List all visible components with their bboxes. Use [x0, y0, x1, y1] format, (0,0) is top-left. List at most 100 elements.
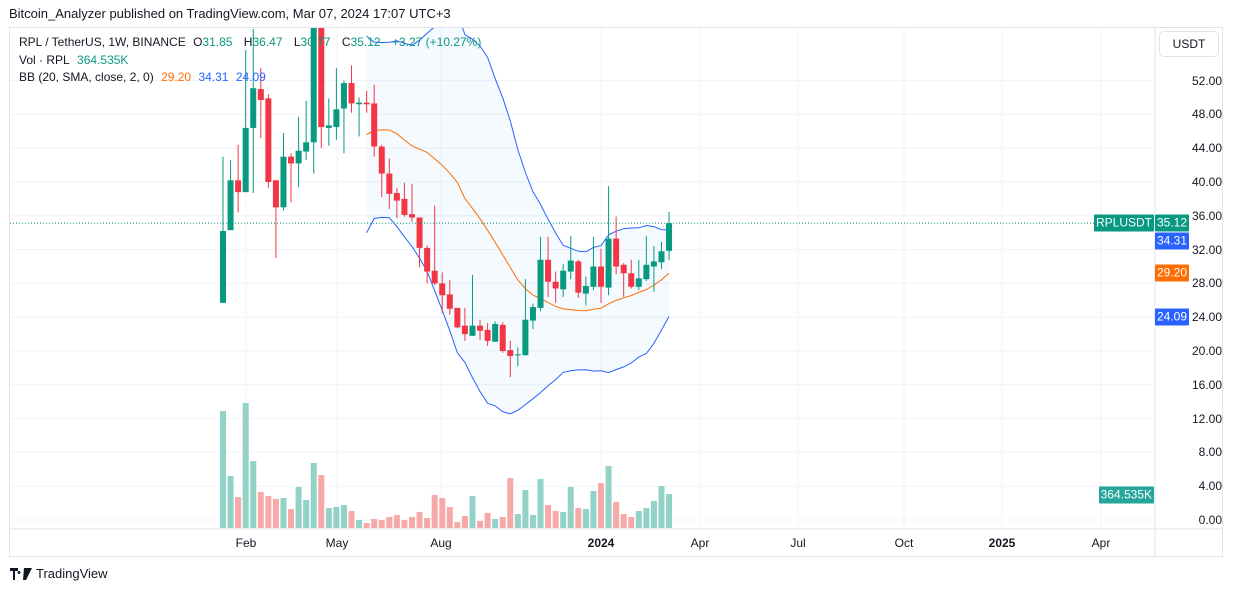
bb-basis-line	[366, 129, 670, 312]
volume-bar	[628, 516, 635, 528]
volume-bar	[537, 479, 544, 528]
candle	[613, 216, 620, 275]
candle-body	[658, 251, 665, 263]
volume-bar	[295, 486, 302, 528]
candle	[461, 307, 468, 341]
candle-body	[575, 261, 582, 293]
volume-bar	[514, 514, 521, 528]
candle	[235, 144, 242, 213]
volume-bar	[461, 515, 468, 528]
volume-bar	[220, 411, 226, 528]
chart-frame	[9, 27, 1223, 557]
candle-body	[272, 180, 279, 208]
price-tick: 12.00	[1191, 411, 1222, 426]
candle-body	[325, 125, 332, 128]
bb-basis-value: 29.20	[161, 70, 192, 84]
candle-body	[590, 266, 597, 287]
volume-bar	[446, 507, 453, 528]
candle-body	[598, 266, 604, 287]
volume-bar	[499, 516, 506, 528]
candle	[424, 245, 431, 284]
candle-body	[469, 325, 476, 336]
candle	[220, 156, 226, 303]
candle	[318, 28, 325, 149]
candle	[378, 144, 385, 198]
candle	[446, 280, 453, 315]
volume-bar	[409, 516, 415, 528]
volume-bar	[590, 490, 597, 528]
candle-body	[454, 307, 461, 328]
tradingview-logo[interactable]: TradingView	[10, 566, 108, 581]
candle-body	[643, 264, 650, 280]
candle	[280, 132, 287, 211]
candle-body	[582, 285, 589, 294]
candle	[363, 90, 370, 113]
open-label: O	[193, 35, 203, 49]
volume-bar	[477, 521, 484, 528]
volume-bar	[439, 497, 446, 528]
candle-body	[514, 354, 521, 356]
candle	[431, 205, 438, 286]
volume-label[interactable]: Vol · RPL	[19, 53, 70, 67]
volume-bar	[386, 516, 393, 528]
candle-body	[227, 180, 234, 231]
volume-bars	[220, 403, 673, 528]
currency-button[interactable]: USDT	[1159, 31, 1219, 57]
candle	[492, 321, 499, 342]
candle	[537, 236, 544, 312]
symbol-title[interactable]: RPL / TetherUS, 1W, BINANCE	[19, 35, 186, 49]
volume-value: 364.535K	[77, 53, 129, 67]
candle-body	[499, 324, 506, 351]
candle	[371, 84, 378, 157]
candle	[552, 271, 559, 303]
candle-body	[295, 150, 302, 164]
candle-body	[378, 146, 385, 174]
volume-bar	[424, 518, 431, 528]
candle-body	[446, 294, 453, 309]
candle-body	[280, 156, 287, 208]
volume-bar	[469, 496, 476, 528]
candle	[605, 186, 612, 296]
volume-bar	[522, 490, 529, 528]
volume-bar	[242, 403, 249, 528]
candle	[666, 211, 673, 260]
legend-bb: BB (20, SMA, close, 2, 0) 29.20 34.31 24…	[19, 70, 270, 84]
volume-bar	[575, 508, 582, 528]
candle	[333, 67, 340, 140]
volume-bar	[613, 501, 620, 528]
volume-bar	[265, 496, 272, 528]
volume-bar	[643, 508, 650, 528]
volume-bar	[227, 476, 234, 528]
candle-body	[393, 192, 400, 201]
bb-lower-tag: 24.09	[1155, 308, 1190, 326]
candle-body	[620, 264, 627, 274]
candle-body	[552, 281, 559, 289]
time-tick: Aug	[430, 536, 452, 550]
candle	[325, 98, 332, 146]
close-value: 35.12	[350, 35, 381, 49]
candle-body	[529, 307, 536, 321]
candle-body	[318, 28, 325, 128]
candle-body	[257, 89, 264, 101]
candle-body	[522, 319, 529, 356]
price-tick: 48.00	[1191, 107, 1222, 122]
candle-body	[288, 156, 295, 164]
candle	[242, 50, 249, 193]
candle	[386, 158, 393, 210]
candle-body	[545, 259, 552, 282]
bb-label[interactable]: BB (20, SMA, close, 2, 0)	[19, 70, 154, 84]
candle	[272, 180, 279, 259]
candle-body	[265, 98, 272, 182]
volume-bar	[303, 500, 310, 528]
candle	[227, 160, 234, 231]
candle	[650, 246, 657, 292]
candle-body	[386, 173, 393, 194]
candle-body	[371, 103, 378, 147]
low-value: 30.77	[300, 35, 331, 49]
candle-body	[613, 238, 620, 267]
volume-bar	[567, 486, 574, 528]
price-tick: 20.00	[1191, 344, 1222, 358]
candle-body	[340, 83, 347, 109]
volume-bar	[250, 461, 257, 528]
